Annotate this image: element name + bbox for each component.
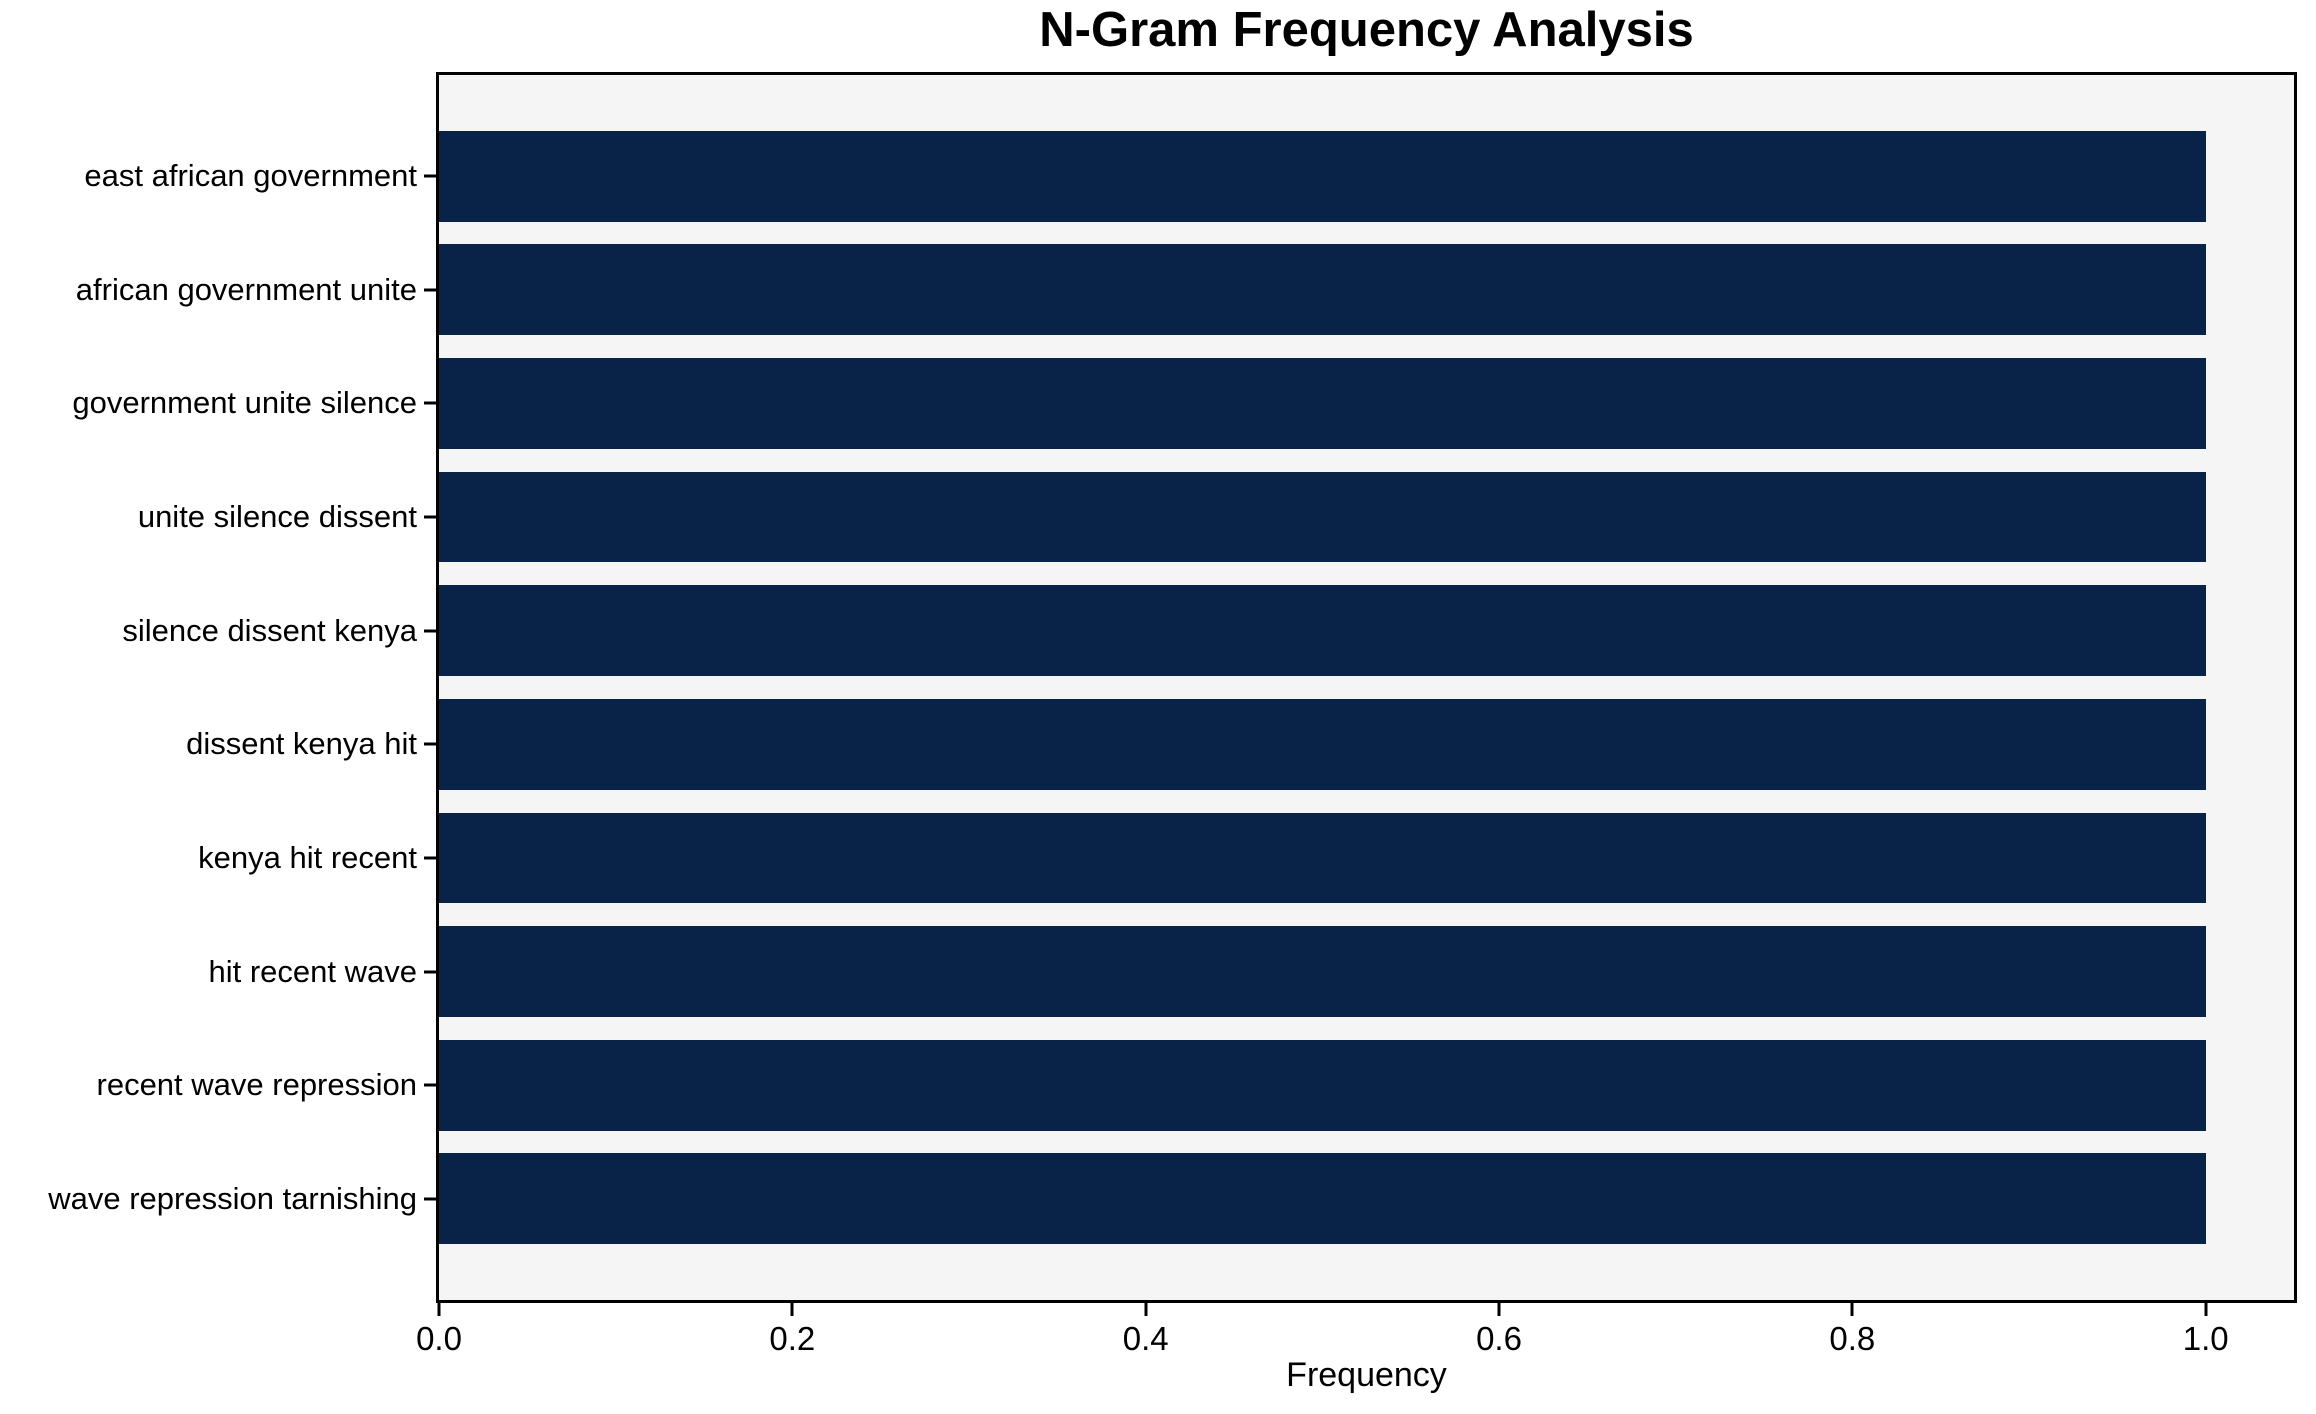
y-tick-label: east african government [84, 158, 417, 194]
bar [439, 471, 2206, 563]
y-tick-label: wave repression tarnishing [48, 1180, 417, 1216]
x-tick-mark [1497, 1303, 1501, 1316]
bar [439, 1153, 2206, 1245]
bar [439, 1039, 2206, 1131]
x-tick-mark [2204, 1303, 2208, 1316]
y-tick-mark [424, 970, 436, 974]
x-tick-label: 0.0 [416, 1320, 462, 1357]
bar [439, 357, 2206, 449]
y-tick-mark [424, 401, 436, 405]
y-tick-mark [424, 515, 436, 519]
x-tick-label: 1.0 [2182, 1320, 2229, 1357]
y-tick-mark [424, 1197, 436, 1201]
x-axis-label: Frequency [1286, 1356, 1447, 1394]
chart-title: N-Gram Frequency Analysis [1039, 3, 1694, 57]
x-tick-mark [790, 1303, 794, 1316]
bar [439, 130, 2206, 222]
x-tick-label: 0.6 [1476, 1320, 1522, 1357]
y-tick-label: government unite silence [72, 385, 417, 421]
y-tick-label: dissent kenya hit [186, 726, 417, 762]
x-tick-mark [1850, 1303, 1854, 1316]
y-tick-mark [424, 856, 436, 860]
y-tick-mark [424, 288, 436, 292]
plot-area: east african government african governmen… [48, 72, 2297, 1357]
y-tick-label: silence dissent kenya [122, 612, 417, 648]
y-tick-label: african government unite [75, 271, 417, 307]
y-tick-label: recent wave repression [96, 1067, 418, 1103]
bar [439, 244, 2206, 336]
y-tick-label: kenya hit recent [198, 839, 417, 875]
x-tick-label: 0.8 [1829, 1320, 1876, 1357]
x-tick-mark [437, 1303, 441, 1316]
x-tick-label: 0.4 [1122, 1320, 1169, 1357]
y-tick-label: unite silence dissent [137, 499, 417, 535]
bar [439, 926, 2206, 1018]
y-tick-mark [424, 1083, 436, 1087]
bar [439, 585, 2206, 677]
y-tick-label: hit recent wave [208, 953, 418, 989]
x-tick-mark [1144, 1303, 1148, 1316]
bar [439, 812, 2206, 904]
x-tick-label: 0.2 [769, 1320, 816, 1357]
y-tick-mark [424, 174, 436, 178]
bar [439, 698, 2206, 790]
y-tick-mark [424, 629, 436, 633]
y-tick-mark [424, 742, 436, 746]
